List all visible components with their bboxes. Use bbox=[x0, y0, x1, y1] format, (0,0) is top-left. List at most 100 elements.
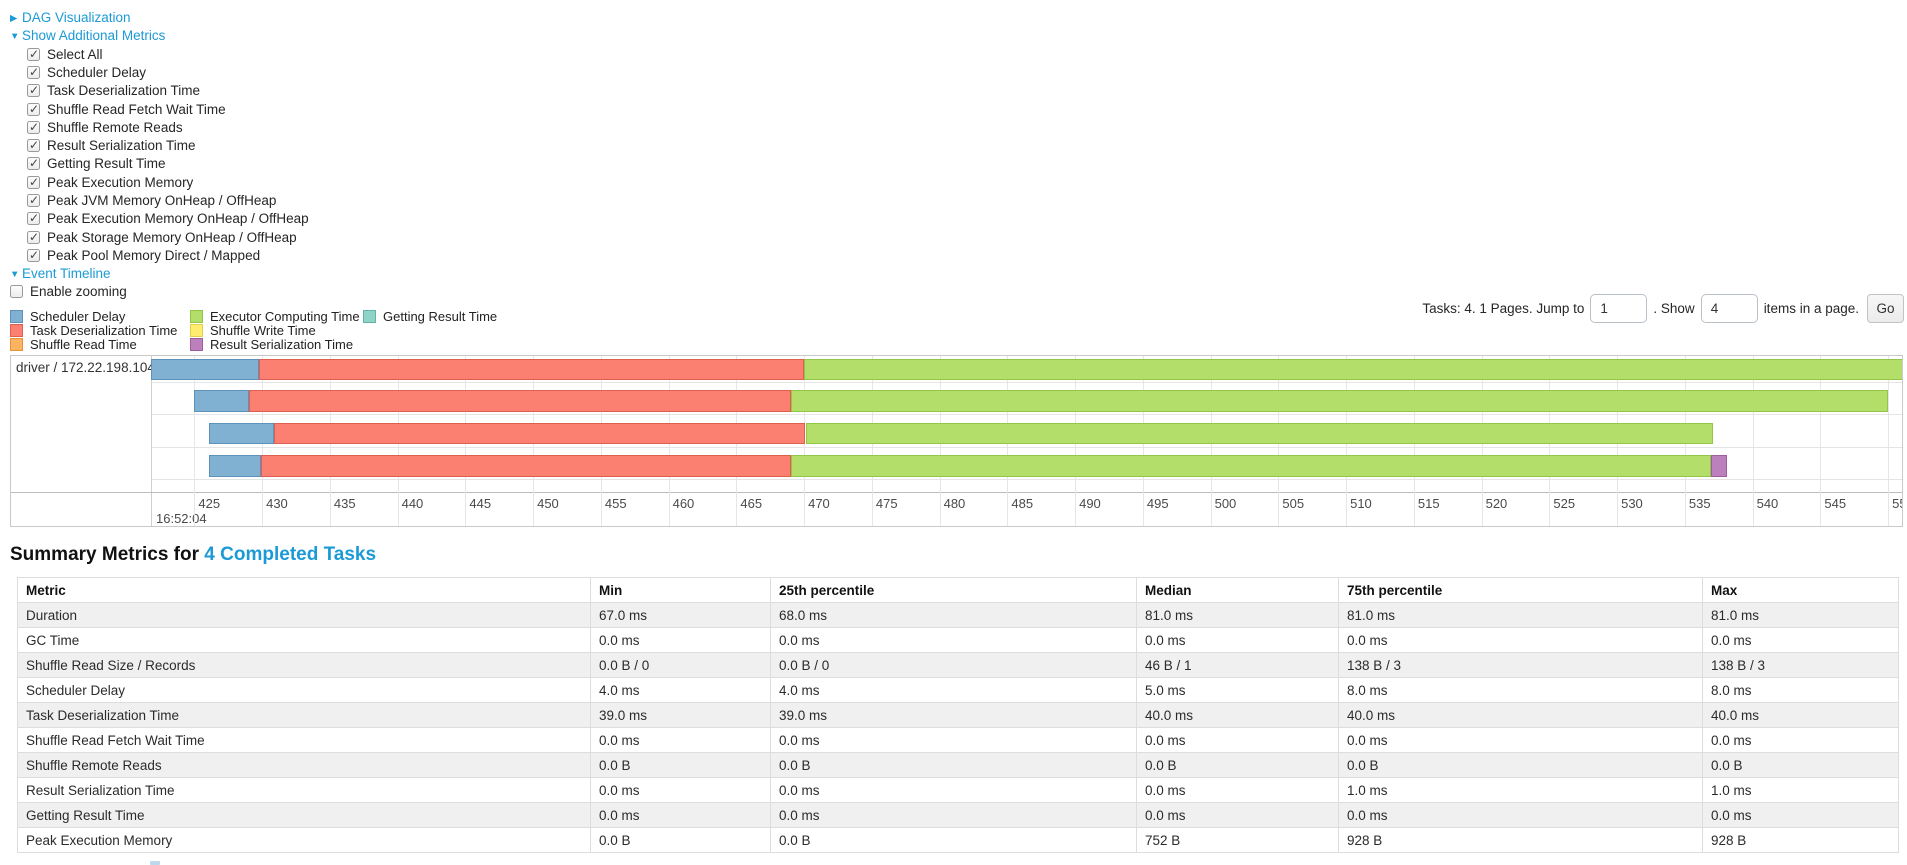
table-header-cell: Median bbox=[1136, 577, 1339, 604]
metric-checkbox-row[interactable]: Peak Pool Memory Direct / Mapped bbox=[27, 246, 1907, 264]
task-bar-segment-result-serialization[interactable] bbox=[1710, 455, 1727, 477]
timeline-tick-label: 505 bbox=[1282, 496, 1305, 512]
checkbox-icon[interactable] bbox=[27, 248, 40, 262]
metric-checkbox-row[interactable]: Peak Execution Memory bbox=[27, 173, 1907, 191]
legend-label: Getting Result Time bbox=[383, 308, 498, 324]
metric-checkbox-row[interactable]: Result Serialization Time bbox=[27, 136, 1907, 154]
metric-checkbox-row[interactable]: Peak Execution Memory OnHeap / OffHeap bbox=[27, 210, 1907, 228]
checkbox-icon[interactable] bbox=[27, 138, 40, 153]
pagination-summary-text: Tasks: 4. 1 Pages. Jump to bbox=[1422, 301, 1585, 316]
task-bar-segment-executor-computing[interactable] bbox=[805, 422, 1714, 445]
metric-checkbox-row[interactable]: Shuffle Remote Reads bbox=[27, 118, 1907, 136]
legend-label: Shuffle Read Time bbox=[30, 337, 137, 353]
metric-value-cell: 81.0 ms bbox=[1136, 602, 1339, 629]
task-bar-segment-task-deserialization[interactable] bbox=[259, 358, 805, 381]
event-timeline-toggle[interactable]: ▼ Event Timeline bbox=[10, 265, 1907, 283]
task-bar-segment-executor-computing[interactable] bbox=[804, 358, 1902, 381]
jump-to-page-input[interactable] bbox=[1590, 294, 1648, 323]
legend-swatch-icon bbox=[190, 309, 203, 323]
metric-value-cell: 0.0 ms bbox=[1702, 802, 1899, 829]
dag-visualization-link[interactable]: DAG Visualization bbox=[22, 10, 131, 25]
metric-value-cell: 0.0 ms bbox=[1136, 802, 1339, 829]
dag-visualization-toggle[interactable]: ▶ DAG Visualization bbox=[10, 9, 1907, 27]
summary-metrics-table: Metric Min 25th percentile Median 75th perce… bbox=[17, 577, 1899, 854]
task-bar-segment-scheduler-delay[interactable] bbox=[209, 455, 261, 477]
checkbox-icon[interactable] bbox=[27, 65, 40, 79]
table-header-cell: Metric bbox=[17, 577, 591, 604]
metric-value-cell: 0.0 ms bbox=[1338, 627, 1703, 654]
task-bar-segment-executor-computing[interactable] bbox=[790, 455, 1711, 477]
table-row: Task Deserialization Time 39.0 ms 39.0 ms 4… bbox=[17, 702, 1899, 729]
items-per-page-input[interactable] bbox=[1700, 294, 1758, 323]
checkbox-icon[interactable] bbox=[27, 175, 40, 189]
timeline-tick-label: 545 bbox=[1824, 496, 1847, 512]
checkbox-icon[interactable] bbox=[27, 47, 40, 61]
show-additional-metrics-link[interactable]: Show Additional Metrics bbox=[22, 28, 166, 43]
metric-name-cell: Shuffle Read Size / Records bbox=[17, 652, 591, 679]
metric-value-cell: 138 B / 3 bbox=[1702, 652, 1899, 679]
timeline-gridline bbox=[1752, 356, 1754, 527]
task-bar-segment-scheduler-delay[interactable] bbox=[194, 390, 249, 412]
go-button[interactable]: Go bbox=[1867, 294, 1904, 323]
task-pagination: Tasks: 4. 1 Pages. Jump to . Show items … bbox=[1422, 294, 1904, 323]
summary-metrics-title: Summary Metrics for 4 Completed Tasks bbox=[10, 544, 1907, 567]
checkbox-icon[interactable] bbox=[27, 156, 40, 171]
metric-value-cell: 0.0 ms bbox=[1702, 627, 1899, 654]
enable-zooming-option[interactable]: Enable zooming bbox=[10, 283, 1907, 301]
metric-value-cell: 752 B bbox=[1136, 827, 1339, 854]
timeline-tick-label: 455 bbox=[604, 496, 627, 512]
legend-swatch-icon bbox=[363, 309, 376, 323]
legend-item: Getting Result Time bbox=[363, 308, 498, 324]
metric-name-cell: Shuffle Remote Reads bbox=[17, 752, 591, 779]
timeline-tick-label: 520 bbox=[1485, 496, 1508, 512]
metric-checkbox-row[interactable]: Scheduler Delay bbox=[27, 63, 1907, 81]
metric-checkbox-row[interactable]: Peak JVM Memory OnHeap / OffHeap bbox=[27, 191, 1907, 209]
checkbox-icon[interactable] bbox=[27, 120, 40, 134]
timeline-gridline bbox=[1820, 356, 1822, 527]
metric-checkbox-row[interactable]: Peak Storage Memory OnHeap / OffHeap bbox=[27, 228, 1907, 246]
checkbox-label: Select All bbox=[47, 46, 103, 62]
checkbox-icon[interactable] bbox=[27, 102, 40, 116]
task-bar-segment-task-deserialization[interactable] bbox=[260, 455, 791, 477]
legend-item: Shuffle Read Time bbox=[10, 337, 190, 353]
metric-value-cell: 0.0 B / 0 bbox=[770, 652, 1137, 679]
metric-value-cell: 0.0 B bbox=[1338, 752, 1703, 779]
checkbox-icon[interactable] bbox=[27, 230, 40, 244]
metric-value-cell: 0.0 ms bbox=[590, 727, 771, 754]
checkbox-icon[interactable] bbox=[27, 83, 40, 98]
metric-value-cell: 138 B / 3 bbox=[1338, 652, 1703, 679]
task-bar-segment-scheduler-delay[interactable] bbox=[151, 358, 260, 381]
timeline-tick-label: 510 bbox=[1350, 496, 1372, 512]
timeline-legend: Scheduler Delay Task Deserialization Time… bbox=[10, 309, 1907, 352]
task-bar-segment-task-deserialization[interactable] bbox=[248, 390, 791, 412]
table-row: Shuffle Read Size / Records 0.0 B / 0 0.0 … bbox=[17, 652, 1899, 679]
metric-value-cell: 0.0 ms bbox=[1136, 777, 1339, 804]
task-bar-segment-scheduler-delay[interactable] bbox=[209, 422, 275, 445]
checkbox-icon[interactable] bbox=[27, 211, 40, 226]
metric-checkbox-row[interactable]: Shuffle Read Fetch Wait Time bbox=[27, 100, 1907, 118]
task-bar-segment-task-deserialization[interactable] bbox=[274, 422, 806, 445]
task-bar-segment-executor-computing[interactable] bbox=[790, 390, 1889, 412]
legend-label: Task Deserialization Time bbox=[30, 322, 178, 338]
metric-checkbox-row[interactable]: Getting Result Time bbox=[27, 155, 1907, 173]
legend-item: Shuffle Write Time bbox=[190, 323, 363, 338]
metric-value-cell: 0.0 ms bbox=[1338, 802, 1703, 829]
timeline-tick-label: 500 bbox=[1214, 496, 1237, 512]
enable-zooming-checkbox[interactable] bbox=[10, 285, 23, 299]
metric-value-cell: 46 B / 1 bbox=[1136, 652, 1339, 679]
timeline-lane-separator bbox=[152, 414, 1902, 416]
timeline-tick-label: 445 bbox=[469, 496, 492, 512]
checkbox-label: Peak Execution Memory bbox=[47, 174, 194, 190]
checkbox-label: Result Serialization Time bbox=[47, 138, 196, 154]
timeline-tick-label: 495 bbox=[1146, 496, 1169, 512]
metric-value-cell: 1.0 ms bbox=[1702, 777, 1899, 804]
chevron-down-icon: ▼ bbox=[10, 268, 20, 280]
show-additional-metrics-toggle[interactable]: ▼ Show Additional Metrics bbox=[10, 27, 1907, 45]
checkbox-icon[interactable] bbox=[27, 193, 40, 208]
event-timeline-link[interactable]: Event Timeline bbox=[22, 265, 111, 281]
metric-checkbox-row[interactable]: Task Deserialization Time bbox=[27, 82, 1907, 100]
metric-checkbox-row[interactable]: Select All bbox=[27, 45, 1907, 63]
completed-tasks-link[interactable]: 4 Completed Tasks bbox=[204, 544, 377, 566]
metric-name-cell: Duration bbox=[17, 602, 591, 629]
pagination-middle-text: . Show bbox=[1653, 301, 1695, 316]
